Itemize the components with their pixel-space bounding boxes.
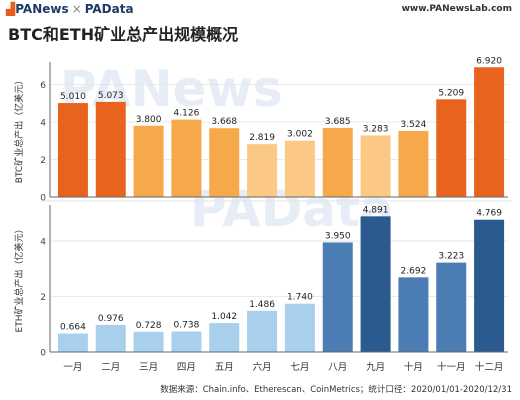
eth-bar — [209, 323, 240, 352]
btc-bar — [57, 103, 88, 197]
brand-padata: PAData — [84, 2, 134, 16]
top-bar: ▟PANews × PAData www.PANewsLab.com — [0, 0, 520, 18]
x-tick-label: 十月 — [404, 361, 423, 373]
btc-data-label: 3.524 — [401, 120, 427, 130]
btc-data-label: 3.668 — [211, 117, 237, 127]
btc-y-axis-label: BTC矿业总产出（亿美元） — [13, 76, 25, 183]
eth-ytick-label: 2 — [40, 293, 46, 303]
btc-data-label: 3.283 — [363, 124, 389, 134]
btc-bar — [171, 119, 202, 197]
btc-data-label: 5.209 — [438, 88, 464, 98]
btc-bar — [322, 127, 353, 197]
x-tick-label: 七月 — [290, 362, 309, 373]
btc-data-label: 2.819 — [249, 133, 275, 143]
eth-data-label: 1.486 — [249, 300, 275, 310]
btc-bar — [436, 99, 467, 197]
btc-bar — [133, 125, 164, 197]
btc-ytick-label: 6 — [40, 81, 46, 91]
x-tick-label: 一月 — [63, 362, 82, 373]
btc-bar — [360, 135, 391, 197]
data-source-note: 数据来源：Chain.info、Etherescan、CoinMetrics；统… — [160, 385, 512, 395]
page-title: BTC和ETH矿业总产出规模概况 — [8, 25, 239, 44]
x-tick-label: 九月 — [366, 361, 385, 373]
x-tick-label: 八月 — [328, 362, 347, 373]
eth-bar — [360, 216, 391, 352]
x-tick-label: 十二月 — [475, 361, 504, 373]
btc-data-label: 5.010 — [60, 92, 86, 102]
eth-data-label: 1.042 — [211, 312, 237, 322]
btc-data-label: 3.685 — [325, 117, 351, 127]
btc-data-label: 3.800 — [136, 115, 162, 125]
eth-bar — [133, 331, 164, 352]
btc-ytick-label: 2 — [40, 156, 46, 166]
eth-data-label: 0.728 — [136, 321, 162, 331]
eth-bar — [171, 331, 202, 352]
eth-data-label: 0.976 — [98, 314, 124, 324]
x-tick-label: 五月 — [215, 362, 234, 373]
eth-bar — [474, 219, 505, 352]
btc-data-label: 3.002 — [287, 130, 313, 140]
brand-panews: PANews — [15, 2, 69, 16]
eth-bar — [57, 333, 88, 352]
btc-bar — [398, 130, 429, 197]
x-tick-label: 十一月 — [437, 361, 466, 373]
eth-data-label: 3.950 — [325, 231, 351, 241]
btc-data-label: 4.126 — [174, 109, 200, 119]
eth-bar — [247, 310, 278, 352]
btc-ytick-label: 4 — [40, 119, 46, 129]
btc-bar — [474, 67, 505, 197]
brand-logo: ▟PANews × PAData — [6, 2, 134, 16]
x-tick-label: 四月 — [177, 362, 196, 373]
eth-y-axis-label: ETH矿业总产出（亿美元） — [13, 225, 25, 333]
eth-data-label: 2.692 — [401, 266, 427, 276]
btc-bar — [209, 128, 240, 197]
brand-separator: × — [71, 2, 82, 16]
x-tick-label: 三月 — [139, 362, 158, 373]
panews-logo-icon: ▟ — [6, 2, 16, 16]
eth-data-label: 0.664 — [60, 323, 86, 333]
site-url: www.PANewsLab.com — [401, 4, 512, 14]
btc-data-label: 5.073 — [98, 91, 124, 101]
eth-bar — [284, 303, 315, 352]
btc-bar — [284, 140, 315, 197]
eth-bar — [322, 242, 353, 352]
x-tick-label: 二月 — [101, 362, 120, 373]
eth-data-label: 0.738 — [174, 321, 200, 331]
eth-bar — [95, 324, 126, 352]
btc-bar — [95, 101, 126, 197]
btc-data-label: 6.920 — [476, 56, 502, 66]
eth-data-label: 3.223 — [438, 252, 464, 262]
eth-ytick-label: 4 — [40, 238, 46, 248]
btc-ytick-label: 0 — [40, 194, 46, 204]
eth-bar — [398, 277, 429, 352]
x-tick-label: 六月 — [253, 361, 272, 373]
eth-data-label: 1.740 — [287, 293, 313, 303]
eth-bar — [436, 262, 467, 352]
eth-data-label: 4.891 — [363, 205, 389, 215]
eth-data-label: 4.769 — [476, 209, 502, 219]
btc-bar — [247, 144, 278, 197]
eth-ytick-label: 0 — [40, 349, 46, 359]
